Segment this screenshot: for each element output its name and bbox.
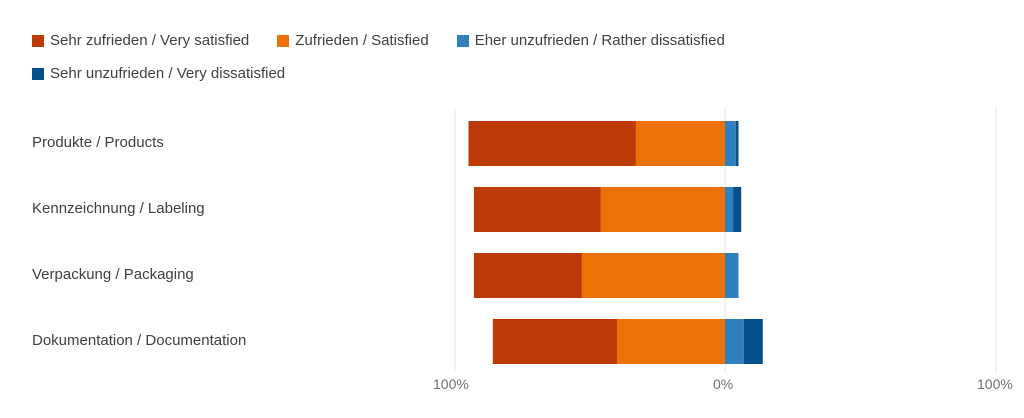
legend-swatch (456, 34, 469, 47)
legend-item[interactable]: Zufrieden / Satisfied (277, 32, 429, 49)
bar-segment[interactable] (581, 253, 725, 298)
legend-label: Eher unzufrieden / Rather dissatisfied (474, 32, 725, 49)
bar-segment[interactable] (600, 187, 725, 232)
legend-item[interactable]: Eher unzufrieden / Rather dissatisfied (456, 32, 725, 49)
legend-label: Sehr zufrieden / Very satisfied (50, 32, 250, 49)
bar-segment[interactable] (725, 253, 739, 298)
legend-item[interactable]: Sehr unzufrieden / Very dissatisfied (32, 65, 285, 82)
legend-label: Sehr unzufrieden / Very dissatisfied (50, 65, 286, 82)
legend-row-2: Sehr unzufrieden / Very dissatisfied (32, 65, 313, 82)
bar-segment[interactable] (473, 187, 601, 232)
bar-segment[interactable] (473, 253, 582, 298)
bar-segment[interactable] (492, 319, 617, 364)
x-tick-label: 0% (713, 376, 734, 392)
category-label: Verpackung / Packaging (32, 266, 194, 283)
bar-segment[interactable] (725, 121, 736, 166)
category-label: Dokumentation / Documentation (32, 332, 247, 349)
bar-segment[interactable] (617, 319, 725, 364)
category-label: Produkte / Products (32, 134, 164, 151)
bar-segment[interactable] (735, 121, 739, 166)
bar-segment[interactable] (743, 319, 763, 364)
legend-swatch (32, 67, 44, 80)
legend-item[interactable]: Sehr zufrieden / Very satisfied (32, 32, 249, 49)
bar-segment[interactable] (468, 121, 636, 166)
category-label: Kennzeichnung / Labeling (32, 200, 205, 217)
bar-segment[interactable] (725, 187, 734, 232)
legend-swatch (32, 34, 44, 47)
bar-segment[interactable] (725, 319, 744, 364)
x-tick-label: 100% (433, 376, 469, 392)
legend-label: Zufrieden / Satisfied (295, 32, 429, 49)
legend-row-1: Sehr zufrieden / Very satisfied Zufriede… (32, 32, 753, 49)
legend-swatch (277, 34, 290, 47)
bar-segment[interactable] (733, 187, 742, 232)
bar-segment[interactable] (635, 121, 725, 166)
x-tick-label: 100% (977, 376, 1013, 392)
